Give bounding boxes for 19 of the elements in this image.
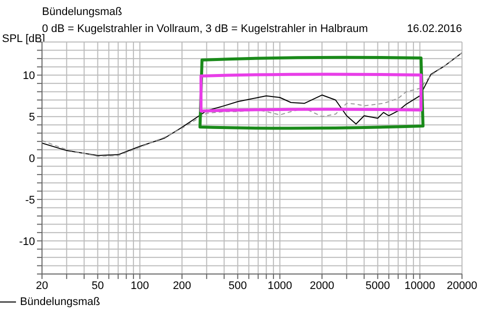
x-tick-label: 2000 xyxy=(310,280,334,292)
x-tick-label: 20000 xyxy=(446,280,478,292)
y-tick-label: -5 xyxy=(25,194,35,206)
x-tick-label: 500 xyxy=(228,280,247,292)
y-tick-label: 0 xyxy=(28,152,35,165)
y-tick-label: 10 xyxy=(22,70,35,82)
x-tick-label: 1000 xyxy=(268,280,292,292)
chart-subtitle: 0 dB = Kugelstrahler in Vollraum, 3 dB = Kugelstrahler in Halbraum xyxy=(42,23,368,35)
x-tick-label: 20 xyxy=(36,280,48,292)
y-tick-label: 5 xyxy=(28,111,35,124)
x-tick-label: 5000 xyxy=(365,280,390,292)
chart-title: Bündelungsmaß xyxy=(42,6,122,18)
x-tick-label: 100 xyxy=(130,280,150,292)
y-tick-label: -10 xyxy=(19,236,35,248)
x-tick-label: 10000 xyxy=(404,280,436,292)
legend-label: Bündelungsmaß xyxy=(19,296,100,308)
text: 16.02.2016 xyxy=(406,23,462,35)
x-tick-label: 50 xyxy=(92,280,104,292)
x-tick-label: 200 xyxy=(172,280,192,292)
